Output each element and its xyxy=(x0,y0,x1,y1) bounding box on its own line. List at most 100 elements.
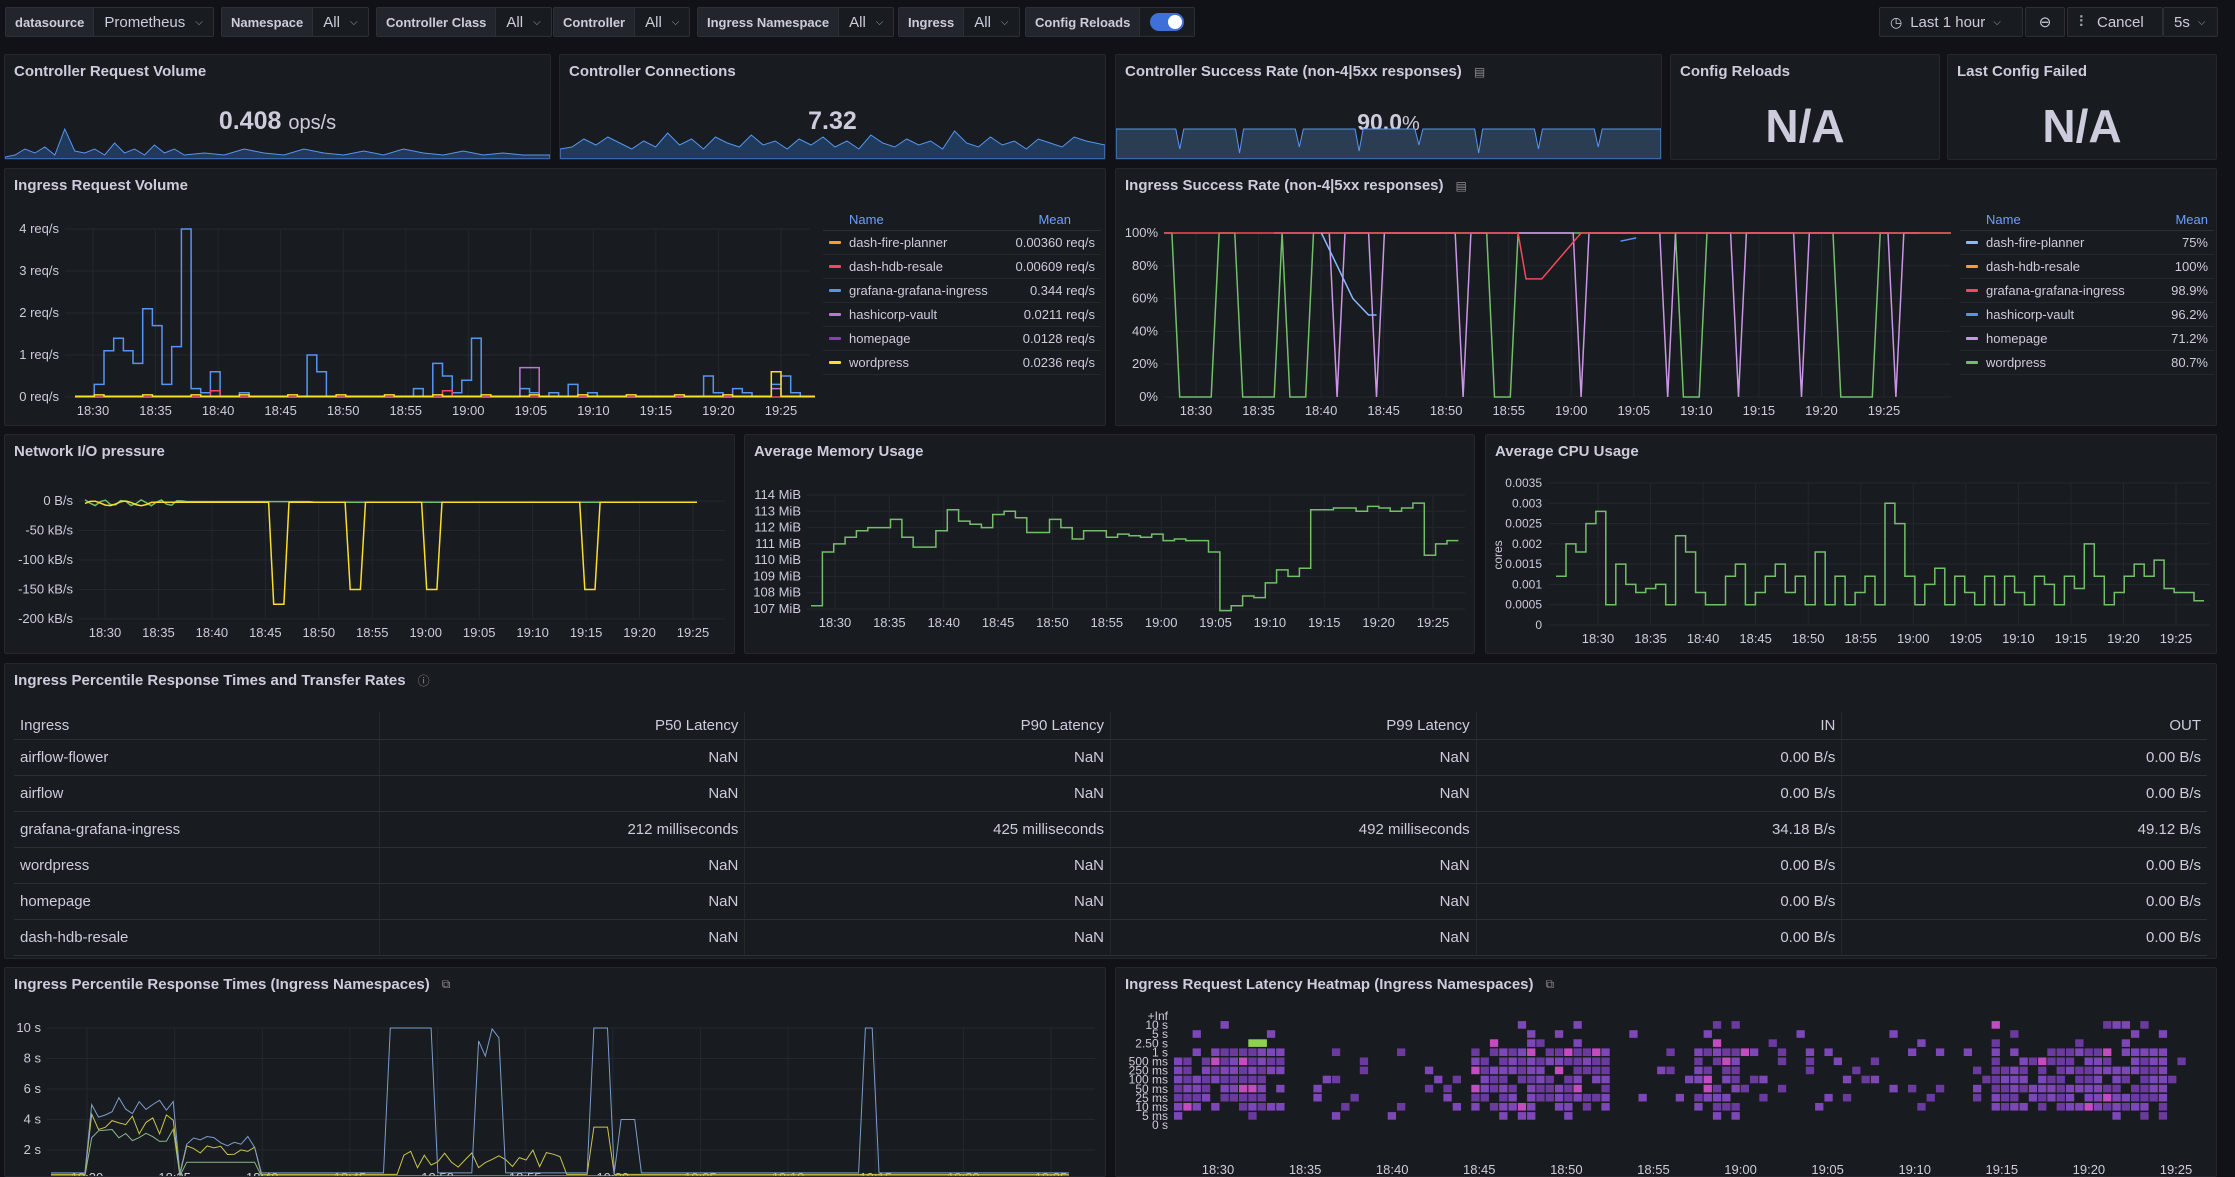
variable-select[interactable]: All ⌵ xyxy=(974,13,1009,31)
table-cell: airflow xyxy=(14,776,380,811)
heatmap-cell xyxy=(1248,1112,1257,1120)
heatmap-cell xyxy=(1870,1075,1880,1084)
cancel-button[interactable]: ⠇ Cancel xyxy=(2067,7,2163,37)
legend-row[interactable]: grafana-grafana-ingress 98.9% xyxy=(1960,279,2214,303)
panel-title: Ingress Success Rate (non-4|5xx response… xyxy=(1125,177,1467,194)
heatmap-cell xyxy=(1554,1066,1564,1075)
x-tick-label: 18:40 xyxy=(1305,403,1338,418)
x-tick-label: 19:05 xyxy=(1950,631,1983,646)
heatmap-cell xyxy=(1592,1048,1601,1056)
heatmap-cell xyxy=(1573,1093,1582,1102)
heatmap-cell xyxy=(1805,1048,1815,1056)
heatmap-cell xyxy=(1991,1021,2000,1029)
variable-select[interactable]: All ⌵ xyxy=(506,13,541,31)
column-header[interactable]: OUT xyxy=(2169,717,2202,734)
legend-row[interactable]: wordpress 0.0236 req/s xyxy=(823,351,1101,375)
heatmap-cell xyxy=(2112,1084,2121,1093)
heatmap-cell xyxy=(2028,1084,2038,1093)
x-tick-label: 19:25 xyxy=(2160,631,2193,646)
heatmap-cell xyxy=(1582,1093,1592,1102)
panel-link-icon[interactable]: ⧉ xyxy=(1545,977,1555,991)
heatmap-cell xyxy=(1220,1021,1229,1029)
variable-select[interactable]: All ⌵ xyxy=(645,13,680,31)
variable-select[interactable]: Prometheus ⌵ xyxy=(104,13,203,31)
legend-swatch xyxy=(1966,241,1978,244)
legend-row[interactable]: dash-fire-planner 0.00360 req/s xyxy=(823,231,1101,255)
legend-table: Name Mean dash-fire-planner 75% dash-hdb-re… xyxy=(1960,209,2214,375)
x-tick-label: 18:30 xyxy=(819,615,852,630)
variable-select[interactable]: All ⌵ xyxy=(323,13,358,31)
heatmap-cell xyxy=(1517,1112,1527,1120)
column-header[interactable]: Ingress xyxy=(14,712,380,739)
column-header[interactable]: P99 Latency xyxy=(1111,712,1477,739)
variable-controller[interactable]: Controller All ⌵ xyxy=(553,7,691,37)
legend-swatch xyxy=(1966,265,1978,268)
heatmap-cell xyxy=(1266,1030,1276,1038)
info-icon[interactable]: ⓘ xyxy=(417,674,430,688)
heatmap-cell xyxy=(1201,1066,1211,1075)
variable-datasource[interactable]: datasource Prometheus ⌵ xyxy=(5,7,214,37)
heatmap-cell xyxy=(1935,1048,1945,1056)
heatmap-cell xyxy=(1601,1057,1610,1066)
heatmap-cell xyxy=(1731,1075,1740,1084)
refresh-interval-picker[interactable]: 5s ⌵ xyxy=(2163,7,2218,37)
heatmap-cell xyxy=(1861,1075,1870,1084)
panel-controller-request-volume: Controller Request Volume 0.408 ops/s xyxy=(4,54,551,160)
legend-swatch xyxy=(829,289,841,292)
heatmap-cell xyxy=(1443,1093,1452,1102)
heatmap-cell xyxy=(1192,1048,1201,1056)
heatmap-cell xyxy=(2038,1084,2047,1093)
heatmap-cell xyxy=(1508,1048,1517,1056)
column-header[interactable]: P50 Latency xyxy=(380,712,746,739)
x-tick-label: 19:00 xyxy=(409,625,442,640)
legend-row[interactable]: dash-hdb-resale 0.00609 req/s xyxy=(823,255,1101,279)
heatmap-cell xyxy=(2093,1084,2103,1093)
variable-namespace[interactable]: Namespace All ⌵ xyxy=(221,7,369,37)
heatmap-cell xyxy=(1276,1057,1285,1066)
legend-row[interactable]: hashicorp-vault 0.0211 req/s xyxy=(823,303,1101,327)
heatmap-cell xyxy=(1527,1048,1536,1056)
panel-info-icon[interactable]: ▤ xyxy=(1455,178,1467,193)
column-header[interactable]: IN xyxy=(1477,712,1843,739)
heatmap-cell xyxy=(2010,1075,2019,1084)
legend-row[interactable]: dash-hdb-resale 100% xyxy=(1960,255,2214,279)
variable-ingress-namespace[interactable]: Ingress Namespace All ⌵ xyxy=(697,7,895,37)
panel-info-icon[interactable]: ▤ xyxy=(1473,64,1486,79)
x-tick-label: 19:20 xyxy=(702,403,735,418)
heatmap-cell xyxy=(1480,1093,1489,1102)
legend-row[interactable]: grafana-grafana-ingress 0.344 req/s xyxy=(823,279,1101,303)
heatmap-cell xyxy=(1917,1039,1926,1047)
heatmap-cell xyxy=(2121,1021,2130,1029)
heatmap-cell xyxy=(1852,1066,1861,1075)
heatmap-cell xyxy=(1722,1048,1731,1056)
legend-row[interactable]: homepage 71.2% xyxy=(1960,327,2214,351)
heatmap-cell xyxy=(1499,1048,1508,1056)
heatmap-cell xyxy=(1174,1057,1183,1066)
heatmap-cell xyxy=(1722,1093,1731,1102)
heatmap-cell xyxy=(2093,1066,2103,1075)
x-tick-label: 18:40 xyxy=(196,625,229,640)
variable-controller-class[interactable]: Controller Class All ⌵ xyxy=(376,7,552,37)
table-cell: homepage xyxy=(14,884,380,919)
legend-row[interactable]: dash-fire-planner 75% xyxy=(1960,231,2214,255)
legend-row[interactable]: hashicorp-vault 96.2% xyxy=(1960,303,2214,327)
config-reloads-toggle-group[interactable]: Config Reloads xyxy=(1025,7,1196,37)
heatmap-cell xyxy=(1740,1084,1749,1093)
zoom-out-button[interactable]: ⊖ xyxy=(2025,7,2065,37)
legend-row[interactable]: wordpress 80.7% xyxy=(1960,351,2214,375)
time-range-picker[interactable]: ◷ Last 1 hour ⌵ xyxy=(1879,7,2023,37)
heatmap-cell xyxy=(1712,1057,1722,1066)
heatmap-cell xyxy=(1582,1057,1592,1066)
cancel-label: Cancel xyxy=(2097,13,2144,31)
heatmap-cell xyxy=(1220,1066,1229,1075)
column-header[interactable]: P90 Latency xyxy=(745,712,1112,739)
series-hashicorp-vault xyxy=(1620,237,1637,242)
heatmap-cell xyxy=(1564,1075,1573,1084)
panel-link-icon[interactable]: ⧉ xyxy=(441,977,451,991)
variable-select[interactable]: All ⌵ xyxy=(849,13,884,31)
legend-row[interactable]: homepage 0.0128 req/s xyxy=(823,327,1101,351)
config-reloads-toggle[interactable] xyxy=(1150,13,1185,31)
heatmap-cell xyxy=(2056,1093,2065,1102)
variable-ingress[interactable]: Ingress All ⌵ xyxy=(898,7,1020,37)
heatmap-cell xyxy=(1480,1075,1489,1084)
